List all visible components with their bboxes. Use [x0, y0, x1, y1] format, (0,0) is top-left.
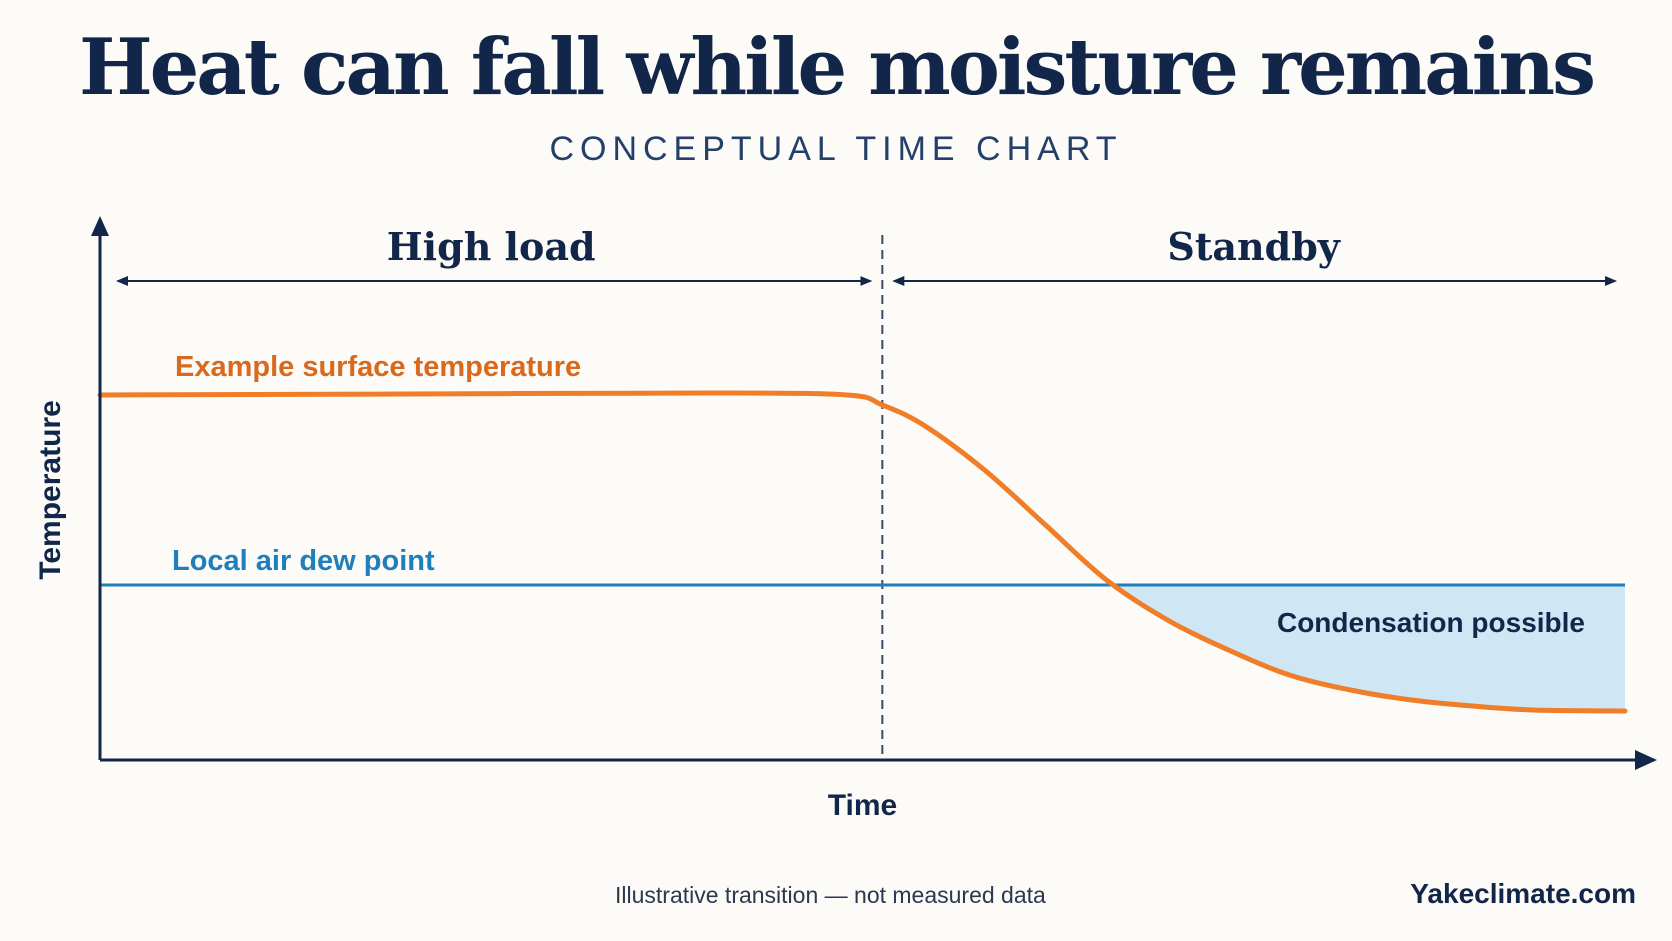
- condensation-label: Condensation possible: [1277, 607, 1585, 638]
- phase-label: Standby: [1167, 224, 1340, 269]
- condensation-region: [1114, 585, 1625, 711]
- series-label-surface-temperature: Example surface temperature: [175, 351, 581, 383]
- chart-subtitle: CONCEPTUAL TIME CHART: [549, 130, 1123, 168]
- x-axis-label: Time: [828, 789, 897, 822]
- series-lines: [97, 390, 1628, 714]
- phase-markers: High load Standby: [116, 224, 1617, 286]
- footer-brand: Yakeclimate.com: [1410, 878, 1636, 909]
- phase-label: High load: [387, 224, 596, 269]
- chart-title: Heat can fall while moisture remains: [78, 22, 1596, 113]
- series-labels: Example surface temperature Local air dew…: [172, 351, 581, 577]
- y-axis-label: Temperature: [34, 400, 67, 580]
- footer-note: Illustrative transition — not measured d…: [615, 882, 1046, 908]
- x-axis-arrow-icon: [1635, 750, 1657, 770]
- series-label-dew-point: Local air dew point: [172, 545, 435, 577]
- series-line-surface-temperature: [97, 390, 1628, 714]
- y-axis-arrow-icon: [91, 216, 109, 236]
